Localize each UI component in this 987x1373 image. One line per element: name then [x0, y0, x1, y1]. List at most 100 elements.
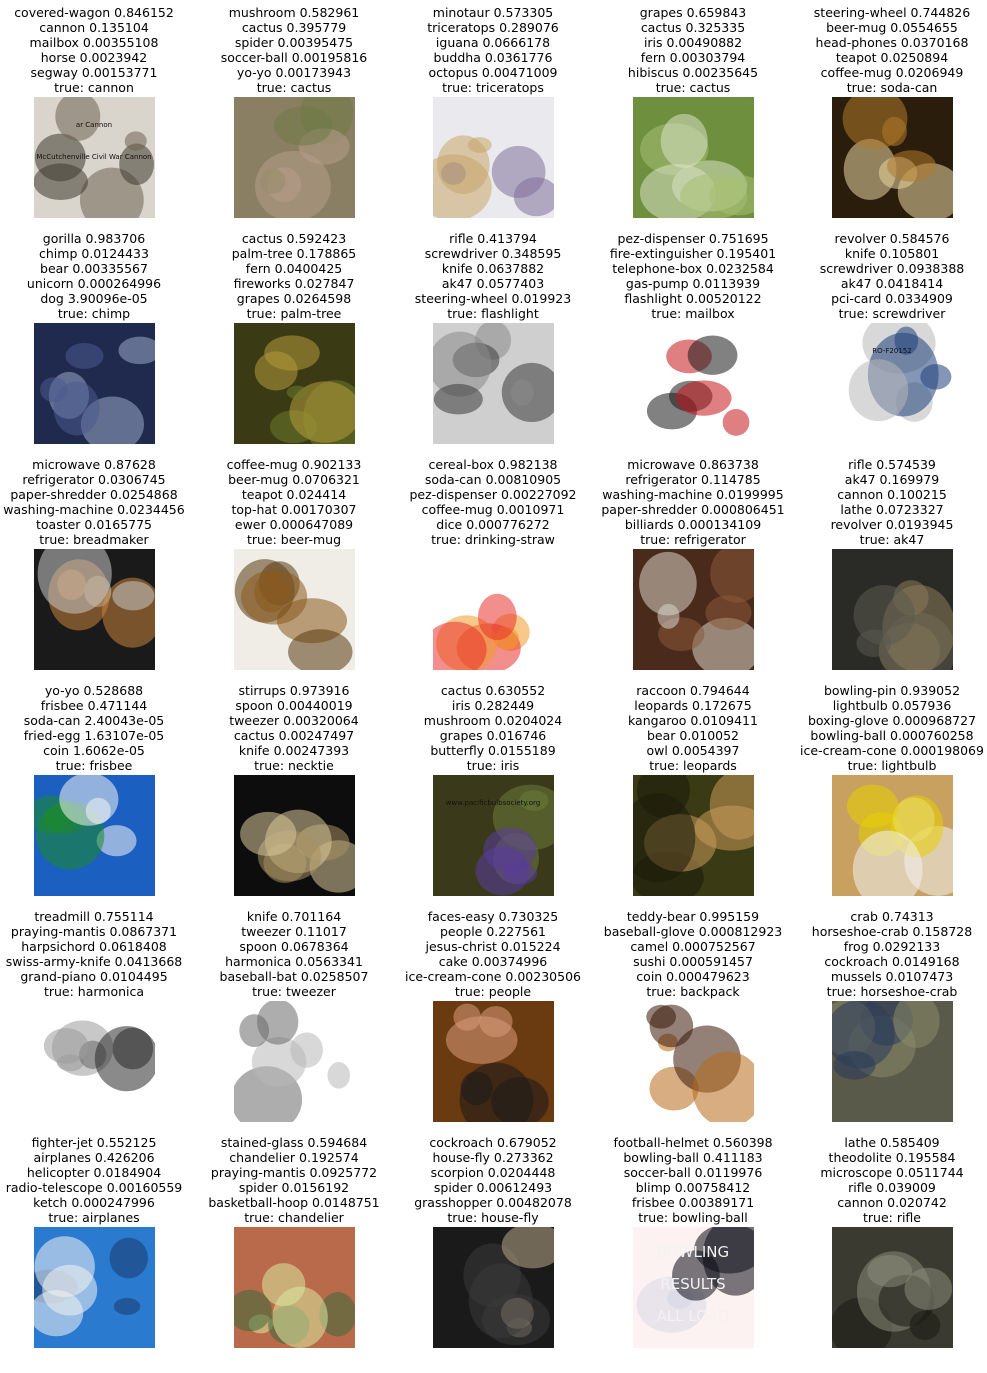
prediction-line: spoon 0.00440019	[235, 698, 353, 713]
prediction-line: theodolite 0.195584	[828, 1150, 956, 1165]
kitchen-fridge-photo	[633, 549, 754, 670]
prediction-line: radio-telescope 0.00160559	[5, 1180, 183, 1195]
prediction-cell: football-helmet 0.560398 bowling-ball 0.4…	[593, 1135, 793, 1349]
thumbnail-image	[34, 1001, 155, 1122]
prediction-line: lathe 0.585409	[844, 1135, 940, 1150]
prediction-labels: stained-glass 0.594684 chandelier 0.19257…	[194, 1135, 394, 1225]
prediction-line: football-helmet 0.560398	[613, 1135, 773, 1150]
prediction-cell: crab 0.74313 horseshoe-crab 0.158728 frog …	[792, 909, 987, 1123]
prediction-cell: cockroach 0.679052 house-fly 0.273362 scor…	[393, 1135, 593, 1349]
prediction-line: coin 1.6062e-05	[43, 743, 145, 758]
prediction-line: people 0.227561	[440, 924, 546, 939]
thumbnail-image	[34, 1227, 155, 1348]
prediction-line: iris 0.282449	[451, 698, 535, 713]
prediction-cell: fighter-jet 0.552125 airplanes 0.426206 he…	[0, 1135, 194, 1349]
prediction-line: bowling-pin 0.939052	[823, 683, 961, 698]
true-label: true: chimp	[57, 306, 131, 321]
machine-gunner-photo	[832, 1227, 953, 1348]
prediction-line: rifle 0.574539	[848, 457, 936, 472]
prediction-line: crab 0.74313	[850, 909, 934, 924]
prediction-cell: rifle 0.413794 screwdriver 0.348595 knife …	[393, 231, 593, 445]
true-label: true: leopards	[649, 758, 737, 773]
prediction-line: mailbox 0.00355108	[29, 35, 159, 50]
prediction-line: helicopter 0.0184904	[26, 1165, 162, 1180]
prediction-labels: microwave 0.87628 refrigerator 0.0306745 p…	[0, 457, 194, 547]
prediction-line: praying-mantis 0.0867371	[10, 924, 178, 939]
prediction-line: cactus 0.325335	[640, 20, 746, 35]
prediction-line: fern 0.00303794	[640, 50, 746, 65]
prediction-line: telephone-box 0.0232584	[612, 261, 774, 276]
prediction-line: cockroach 0.679052	[429, 1135, 557, 1150]
prediction-labels: raccoon 0.794644 leopards 0.172675 kangaro…	[593, 683, 793, 773]
prediction-labels: cockroach 0.679052 house-fly 0.273362 scor…	[393, 1135, 593, 1225]
prediction-line: leopards 0.172675	[634, 698, 752, 713]
prediction-line: flashlight 0.00520122	[624, 291, 762, 306]
prediction-cell: knife 0.701164 tweezer 0.11017 spoon 0.067…	[194, 909, 394, 1123]
prediction-labels: microwave 0.863738 refrigerator 0.114785 w…	[593, 457, 793, 547]
prediction-line: knife 0.701164	[246, 909, 342, 924]
prediction-cell: raccoon 0.794644 leopards 0.172675 kangaro…	[593, 683, 793, 897]
prediction-labels: grapes 0.659843 cactus 0.325335 iris 0.004…	[593, 5, 793, 95]
true-label: true: triceratops	[442, 80, 544, 95]
prickly-pear-photo	[633, 97, 754, 218]
thumbnail-image	[832, 775, 953, 896]
prediction-line: harmonica 0.0563341	[225, 954, 363, 969]
prediction-line: cactus 0.395779	[241, 20, 347, 35]
prediction-line: frisbee 0.00389171	[631, 1195, 755, 1210]
true-label: true: lightbulb	[847, 758, 937, 773]
prediction-line: teapot 0.0250894	[835, 50, 949, 65]
prediction-line: cactus 0.00247497	[233, 728, 355, 743]
prediction-line: paper-shredder 0.0254868	[10, 487, 178, 502]
prediction-line: grand-piano 0.0104495	[20, 969, 168, 984]
prediction-line: frisbee 0.471144	[40, 698, 148, 713]
prediction-line: raccoon 0.794644	[636, 683, 750, 698]
prediction-line: ketch 0.000247996	[33, 1195, 155, 1210]
true-label: true: beer-mug	[246, 532, 342, 547]
prediction-line: pez-dispenser 0.00227092	[409, 487, 577, 502]
prediction-line: cereal-box 0.982138	[428, 457, 558, 472]
true-label: true: screwdriver	[838, 306, 946, 321]
prediction-line: knife 0.0637882	[441, 261, 545, 276]
thumbnail-lettering: RESULTS	[660, 1275, 725, 1293]
prediction-labels: lathe 0.585409 theodolite 0.195584 microsc…	[792, 1135, 987, 1225]
bowling-ball-graphic: BOWLING RESULTS ALL LOAD	[633, 1227, 754, 1348]
prediction-labels: crab 0.74313 horseshoe-crab 0.158728 frog …	[792, 909, 987, 999]
prediction-line: mushroom 0.582961	[228, 5, 360, 20]
prediction-line: buddha 0.0361776	[433, 50, 553, 65]
necktie-pair-photo	[234, 775, 355, 896]
breadmaker-photo	[34, 549, 155, 670]
prediction-line: refrigerator 0.0306745	[22, 472, 166, 487]
thumbnail-image	[34, 775, 155, 896]
tool-case-photo	[433, 323, 554, 444]
prediction-cell: mushroom 0.582961 cactus 0.395779 spider 0…	[194, 5, 394, 219]
frisbee-photo	[34, 775, 155, 896]
prediction-line: gas-pump 0.0113939	[625, 276, 761, 291]
prediction-line: bowling-ball 0.411183	[623, 1150, 763, 1165]
prediction-line: knife 0.00247393	[238, 743, 350, 758]
prediction-line: head-phones 0.0370168	[815, 35, 969, 50]
thumbnail-image	[234, 549, 355, 670]
palm-frond-photo	[234, 323, 355, 444]
prediction-line: top-hat 0.00170307	[231, 502, 357, 517]
prediction-line: cactus 0.592423	[241, 231, 347, 246]
true-label: true: frisbee	[55, 758, 133, 773]
prediction-labels: knife 0.701164 tweezer 0.11017 spoon 0.067…	[194, 909, 394, 999]
horseshoe-crab-photo	[832, 1001, 953, 1122]
prediction-line: washing-machine 0.0234456	[3, 502, 185, 517]
prediction-line: steering-wheel 0.744826	[813, 5, 971, 20]
thumbnail-image	[633, 775, 754, 896]
prediction-line: spider 0.00395475	[234, 35, 354, 50]
prediction-line: steering-wheel 0.019923	[414, 291, 572, 306]
prediction-line: horse 0.0023942	[40, 50, 148, 65]
prediction-line: dog 3.90096e-05	[40, 291, 148, 306]
prediction-line: butterfly 0.0155189	[430, 743, 556, 758]
prediction-line: airplanes 0.426206	[33, 1150, 155, 1165]
thumbnail-image	[832, 97, 953, 218]
prediction-line: lightbulb 0.057936	[832, 698, 952, 713]
prediction-line: soda-can 0.00810905	[424, 472, 562, 487]
prediction-line: teapot 0.024414	[241, 487, 347, 502]
soda-can-photo	[832, 97, 953, 218]
prediction-line: ice-cream-cone 0.000198069	[800, 743, 984, 758]
prediction-line: frog 0.0292133	[843, 939, 941, 954]
true-label: true: people	[454, 984, 532, 999]
